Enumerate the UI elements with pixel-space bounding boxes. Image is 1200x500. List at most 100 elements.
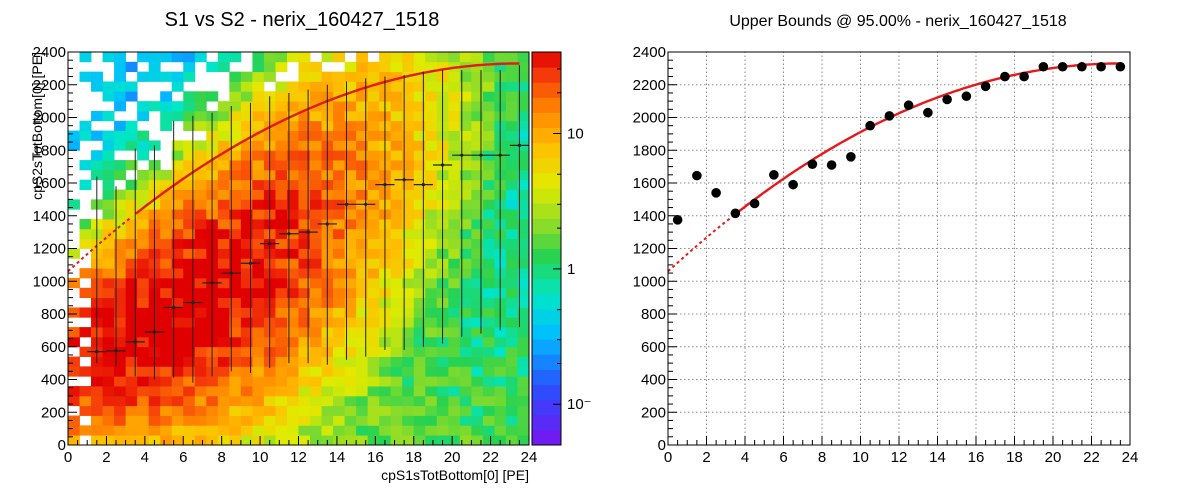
heatmap-bin xyxy=(482,219,495,230)
heatmap-bin xyxy=(517,346,530,357)
heatmap-bin xyxy=(240,189,253,200)
heatmap-bin xyxy=(367,307,380,318)
heatmap-bin xyxy=(367,356,380,367)
heatmap-bin xyxy=(310,425,322,436)
heatmap-bin xyxy=(471,101,484,112)
heatmap-bin xyxy=(171,317,184,328)
y-tick-label: 1400 xyxy=(33,208,66,225)
heatmap-bin xyxy=(102,228,115,240)
heatmap-bin xyxy=(275,209,288,220)
heatmap-bin xyxy=(286,248,299,259)
heatmap-bin xyxy=(91,395,103,407)
heatmap-bin xyxy=(459,238,472,249)
heatmap-bin xyxy=(402,199,415,210)
heatmap-bin xyxy=(298,52,311,63)
heatmap-bin xyxy=(448,199,461,210)
heatmap-bin xyxy=(137,366,150,377)
heatmap-bin xyxy=(517,110,530,122)
heatmap-bin xyxy=(194,386,207,397)
heatmap-bin xyxy=(448,228,461,240)
heatmap-bin xyxy=(459,366,472,377)
heatmap-bin xyxy=(517,238,530,249)
upper-bound-point xyxy=(1077,61,1087,72)
heatmap-bin xyxy=(68,277,80,289)
heatmap-bin xyxy=(137,71,150,82)
heatmap-bin xyxy=(240,376,253,387)
x-tick-label: 22 xyxy=(482,449,499,466)
heatmap-bin xyxy=(229,199,242,210)
heatmap-bin xyxy=(367,71,380,82)
heatmap-bin xyxy=(448,160,461,171)
heatmap-bin xyxy=(482,366,495,377)
heatmap-bin xyxy=(194,405,207,416)
y-tick-label: 800 xyxy=(641,306,666,323)
heatmap-bin xyxy=(263,415,276,426)
heatmap-bin xyxy=(482,228,495,240)
heatmap-bin xyxy=(310,150,322,161)
heatmap-bin xyxy=(229,415,242,426)
heatmap-bin xyxy=(482,336,495,348)
heatmap-bin xyxy=(171,189,184,200)
heatmap-bin xyxy=(217,52,230,63)
heatmap-bin xyxy=(137,287,150,299)
heatmap-bin xyxy=(229,356,242,367)
heatmap-bin xyxy=(183,258,196,269)
heatmap-bin xyxy=(91,160,103,171)
y-tick-label: 2200 xyxy=(633,77,666,94)
heatmap-bin xyxy=(333,395,345,407)
upper-bound-point xyxy=(1038,61,1049,72)
heatmap-bin xyxy=(344,160,357,171)
heatmap-bin xyxy=(263,405,276,416)
heatmap-bin xyxy=(517,327,530,338)
heatmap-bin xyxy=(275,356,288,367)
heatmap-bin xyxy=(171,356,184,367)
heatmap-bin xyxy=(471,415,484,426)
upper-bound-point xyxy=(749,198,760,209)
heatmap-bin xyxy=(102,219,115,230)
heatmap-bin xyxy=(171,336,184,348)
heatmap-bin xyxy=(114,52,127,63)
profile-point xyxy=(375,76,395,351)
heatmap-bin xyxy=(471,435,484,446)
heatmap-bin xyxy=(125,435,138,446)
heatmap-bin xyxy=(286,209,299,220)
heatmap-bin xyxy=(194,346,207,357)
heatmap-bin xyxy=(448,209,461,220)
heatmap-bin xyxy=(183,268,196,279)
heatmap-bin xyxy=(402,189,415,200)
heatmap-bin xyxy=(286,376,299,387)
heatmap-bin xyxy=(344,277,357,289)
heatmap-bin xyxy=(252,179,265,190)
heatmap-bin xyxy=(148,415,161,426)
heatmap-bin xyxy=(102,52,115,63)
heatmap-bin xyxy=(333,209,345,220)
profile-point xyxy=(490,70,510,331)
y-tick-label: 2000 xyxy=(633,110,666,127)
heatmap-bin xyxy=(114,71,127,82)
heatmap-bin xyxy=(436,386,449,397)
x-tick-label: 6 xyxy=(179,449,187,466)
heatmap-bin xyxy=(425,199,438,210)
heatmap-bin xyxy=(448,248,461,259)
heatmap-bin xyxy=(286,317,299,328)
heatmap-bin xyxy=(517,248,530,259)
heatmap-bin xyxy=(125,366,138,377)
heatmap-bin xyxy=(459,386,472,397)
heatmap-bin xyxy=(148,405,161,416)
heatmap-bin xyxy=(448,258,461,269)
heatmap-bin xyxy=(402,258,415,269)
heatmap-bin xyxy=(471,238,484,249)
profile-point xyxy=(336,81,357,360)
x-tick-label: 24 xyxy=(1122,449,1139,466)
heatmap-bin xyxy=(482,238,495,249)
y-tick-label: 800 xyxy=(41,306,66,323)
heatmap-bin xyxy=(425,425,438,436)
heatmap-bin xyxy=(459,209,472,220)
heatmap-bin xyxy=(471,317,484,328)
heatmap-bin xyxy=(171,376,184,387)
heatmap-bin xyxy=(505,120,518,131)
heatmap-bin xyxy=(413,386,426,397)
heatmap-bin xyxy=(321,366,334,377)
heatmap-bin xyxy=(275,91,288,102)
heatmap-bin xyxy=(413,366,426,377)
